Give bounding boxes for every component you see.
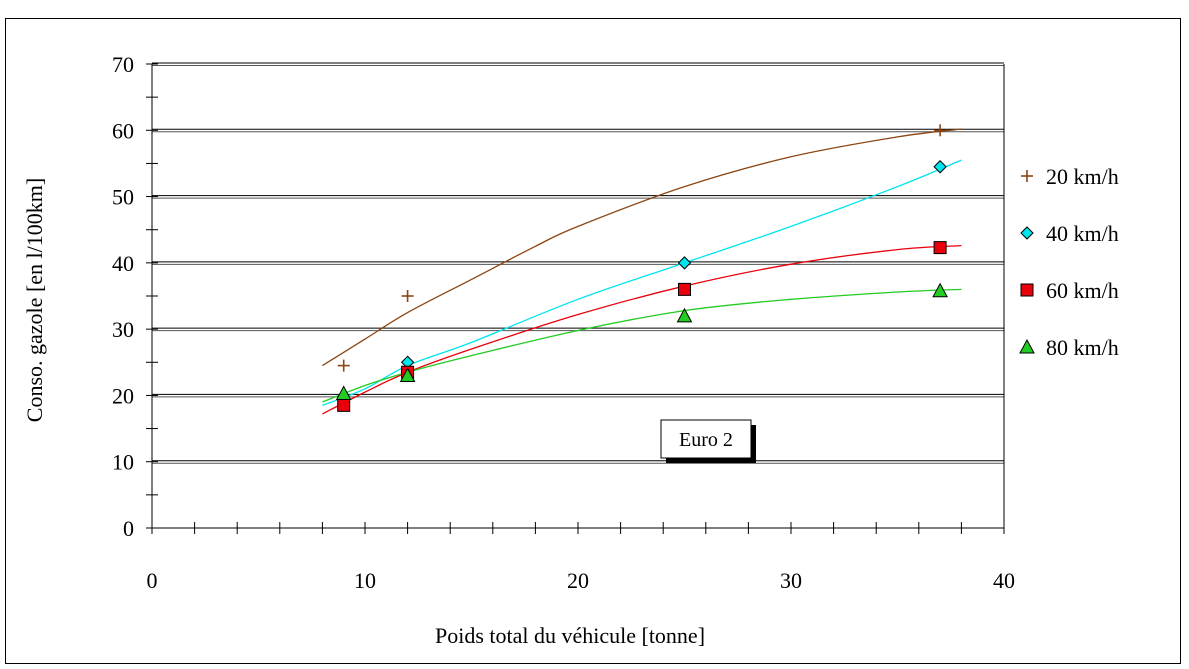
legend: 20 km/h 40 km/h 60 km/h 80 km/h [1019, 164, 1119, 360]
trend-line-diamond [322, 159, 962, 406]
x-tick-label: 0 [147, 568, 158, 593]
legend-marker-square [1020, 283, 1034, 297]
legend-label: 40 km/h [1046, 221, 1119, 246]
x-tick-label: 40 [993, 568, 1015, 593]
trend-line-plus [322, 128, 962, 367]
annotation-text: Euro 2 [679, 429, 733, 451]
y-tick-label: 30 [112, 317, 134, 342]
y-tick-label: 10 [112, 450, 134, 475]
data-point-square [337, 398, 351, 412]
data-point-plus [337, 359, 350, 372]
y-tick-label: 60 [112, 118, 134, 143]
data-point-square [678, 282, 691, 296]
y-tick-label: 0 [123, 516, 134, 541]
data-point-square [933, 241, 947, 255]
legend-label: 60 km/h [1046, 278, 1119, 303]
trend-line-square [322, 244, 962, 415]
trend-line-triangle [322, 288, 962, 403]
legend-marker-plus [1021, 170, 1033, 182]
legend-marker-diamond [1020, 226, 1034, 240]
y-tick-label: 50 [112, 185, 134, 210]
data-point-triangle [335, 385, 352, 400]
chart-frame [5, 18, 1181, 664]
grid-layer [152, 62, 1004, 464]
annotation-box: Euro 2 [660, 419, 756, 463]
data-point-plus [934, 124, 947, 137]
data-point-triangle [676, 307, 693, 323]
y-tick-label: 40 [112, 251, 134, 276]
legend-marker-triangle [1019, 338, 1035, 354]
x-axis-title: Poids total du véhicule [tonne] [435, 623, 705, 648]
y-tick-label: 20 [112, 383, 134, 408]
y-tick-label: 70 [112, 52, 134, 77]
x-tick-label: 10 [354, 568, 376, 593]
annotation-frame [660, 419, 752, 459]
data-point-triangle [932, 282, 948, 298]
data-point-diamond [933, 160, 947, 174]
y-axis-title: Conso. gazole [en l/100km] [22, 178, 47, 422]
legend-label: 80 km/h [1046, 335, 1119, 360]
legend-label: 20 km/h [1046, 164, 1119, 189]
axes-layer: 0 10 20 30 40 50 60 70 0 10 20 30 40 [112, 52, 1015, 593]
data-point-triangle [399, 367, 416, 383]
data-point-plus [401, 290, 414, 302]
marker-layer [335, 124, 948, 412]
data-point-diamond [677, 256, 692, 270]
trend-layer [322, 128, 962, 415]
x-tick-label: 20 [567, 568, 589, 593]
x-tick-label: 30 [780, 568, 802, 593]
